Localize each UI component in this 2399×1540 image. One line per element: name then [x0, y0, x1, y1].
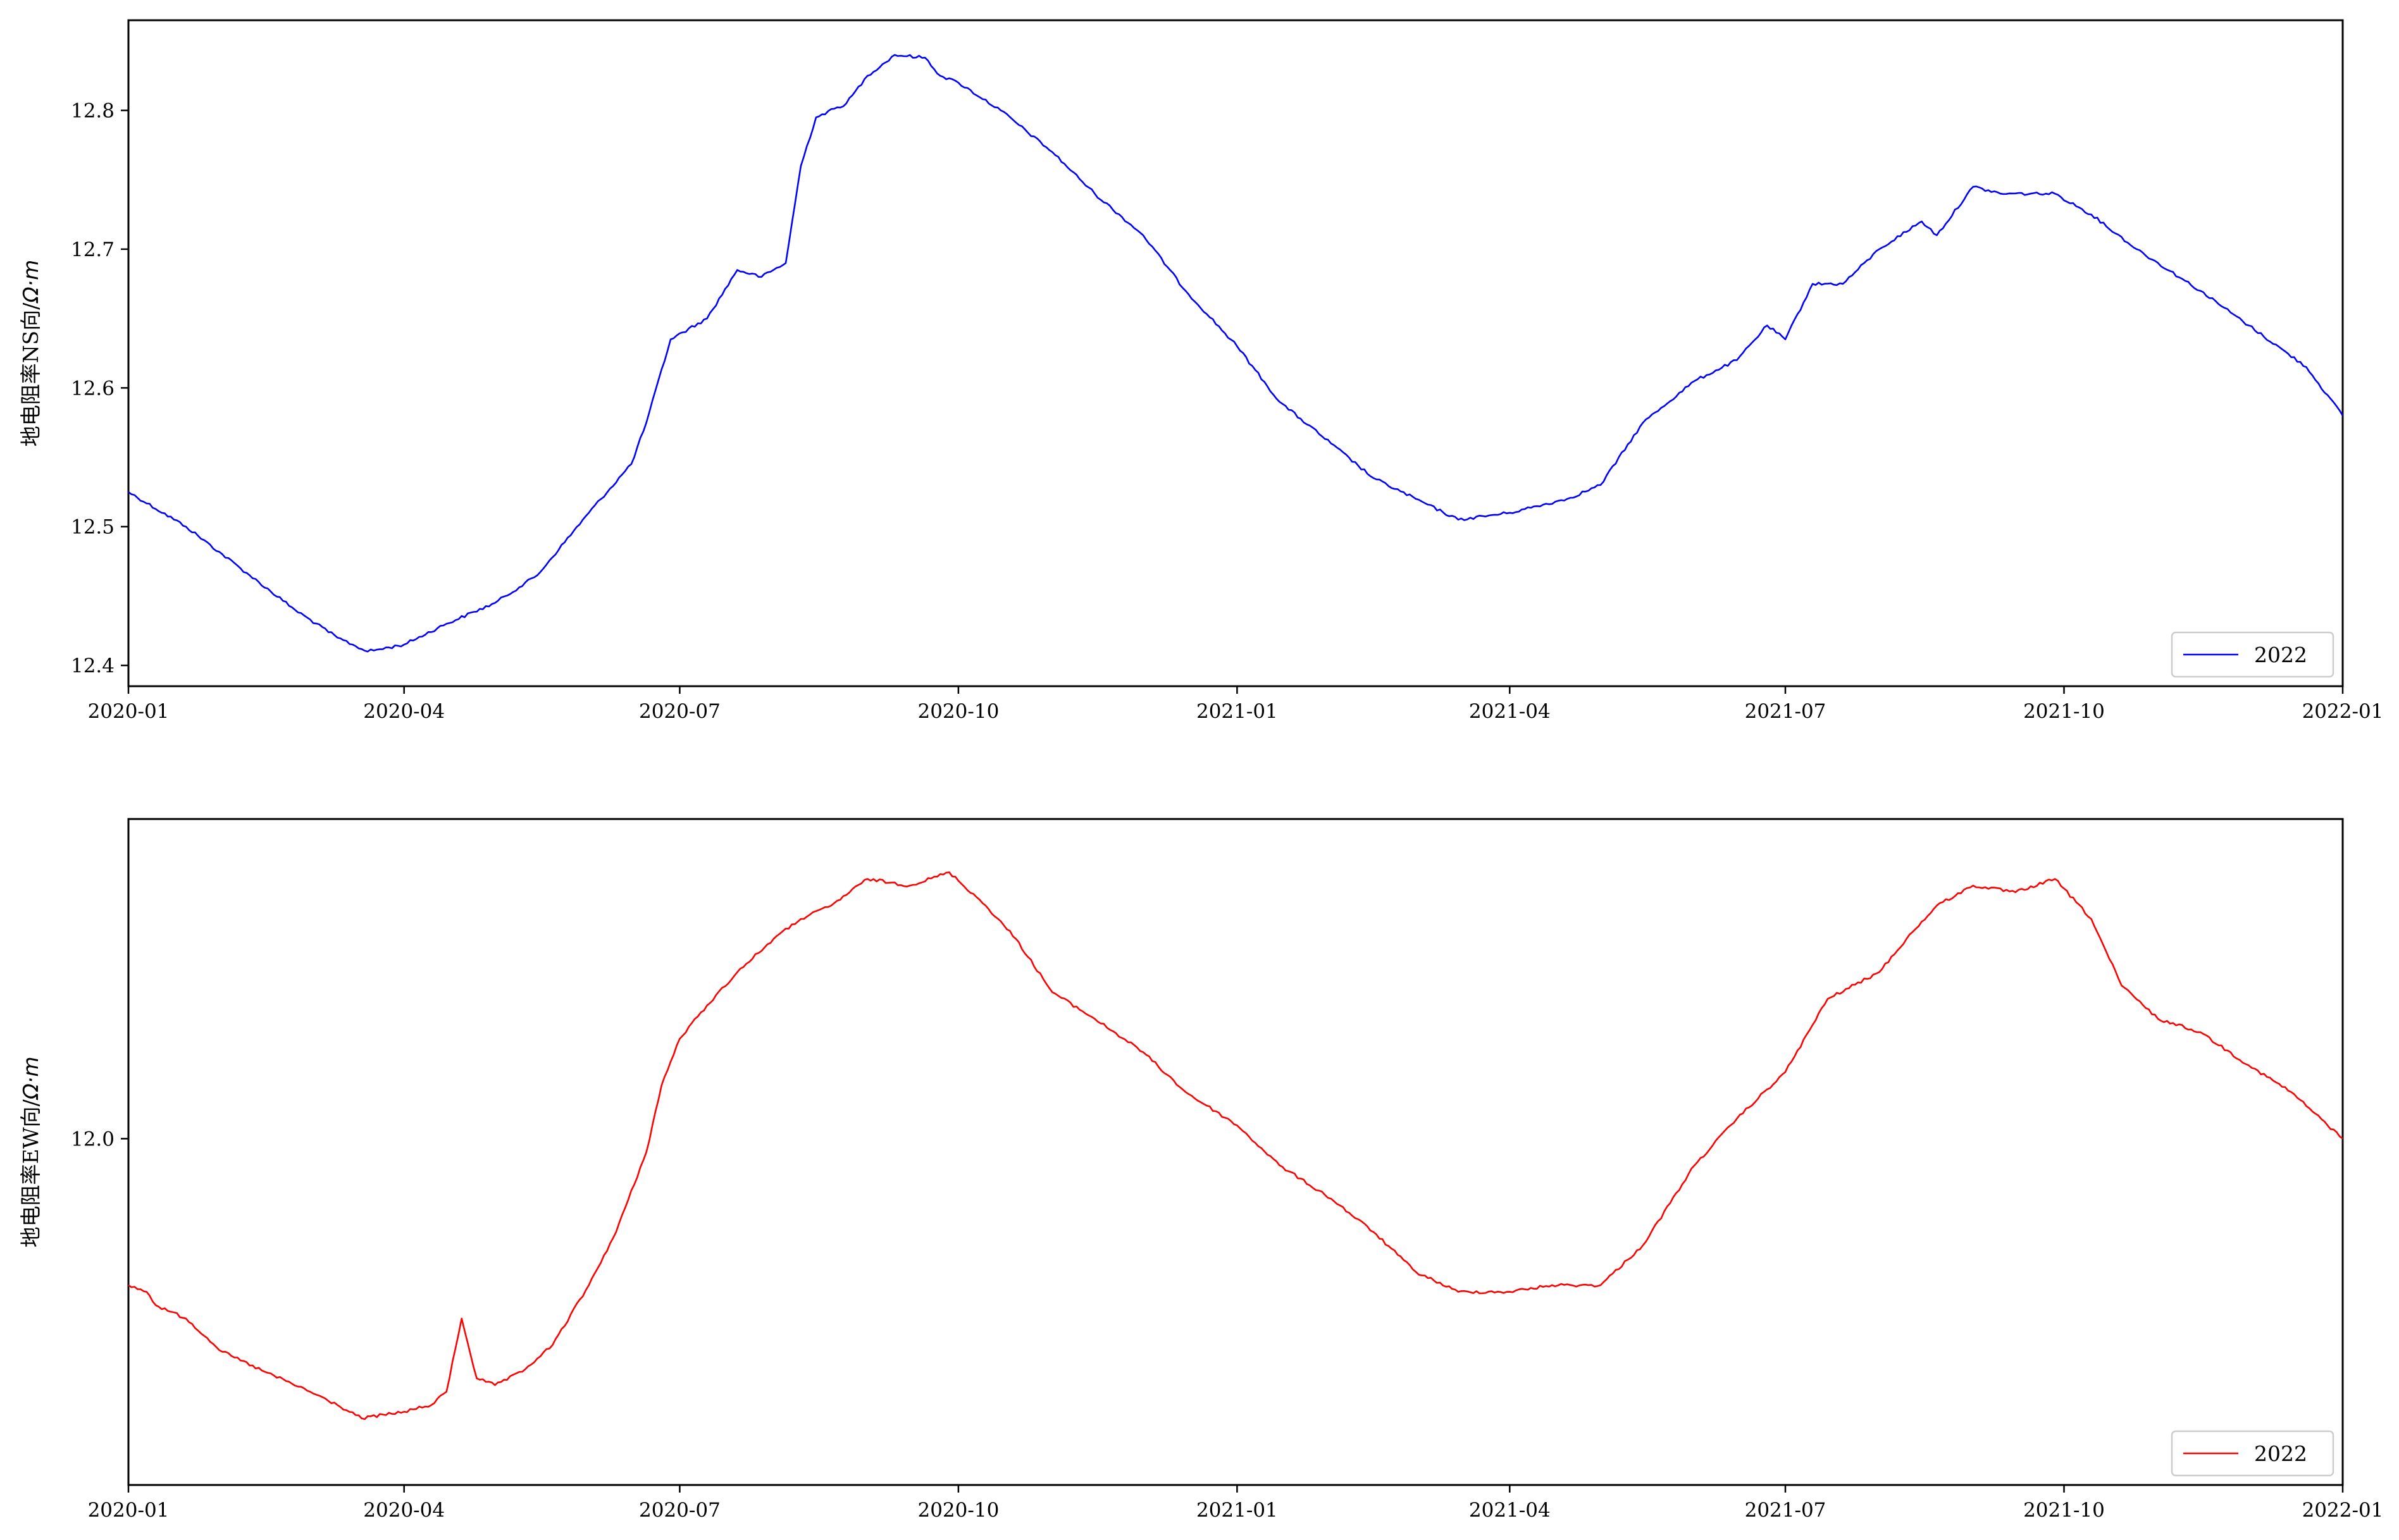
- x-tick-label-ew: 2021-04: [1469, 1499, 1551, 1522]
- series-line-ew: [128, 871, 2343, 1420]
- plot-frame-ew: [127, 818, 2344, 1486]
- x-tick-label-ns: 2021-04: [1469, 700, 1551, 723]
- x-tick-label-ns: 2020-10: [917, 700, 999, 723]
- y-axis-ticks-ns: 12.4 12.5 12.6 12.7 12.8: [71, 100, 128, 677]
- x-tick-label-ew: 2020-01: [88, 1499, 170, 1522]
- x-tick-label-ew: 2021-01: [1196, 1499, 1278, 1522]
- y-tick-label-ns: 12.7: [71, 238, 115, 261]
- x-tick-label-ns: 2021-07: [1745, 700, 1826, 723]
- y-tick-label-ew: 12.0: [71, 1128, 115, 1150]
- y-axis-label-text-ew: 地电阻率EW向/: [18, 1099, 43, 1247]
- x-tick-label-ew: 2021-10: [2023, 1499, 2105, 1522]
- x-tick-label-ew: 2020-10: [917, 1499, 999, 1522]
- series-line-ns: [128, 54, 2344, 653]
- x-tick-label-ew: 2020-04: [363, 1499, 445, 1522]
- x-tick-label-ew: 2020-07: [639, 1499, 721, 1522]
- y-axis-label-ns: 地电阻率NS向/Ω·m: [18, 260, 43, 447]
- y-axis-ticks-ew: 12.0: [71, 1128, 128, 1150]
- x-tick-label-ns: 2021-10: [2023, 700, 2105, 723]
- x-axis-ticks-ns: 2020-01 2020-04 2020-07 2020-10 2021-01 2021-…: [88, 686, 2384, 723]
- plot-frame-ns: [127, 19, 2344, 687]
- legend-label-ew: 2022: [2254, 1441, 2307, 1466]
- y-axis-label-text-ns: 地电阻率NS向/: [18, 302, 43, 447]
- y-tick-label-ns: 12.8: [71, 100, 115, 123]
- x-tick-label-ns: 2020-04: [363, 700, 445, 723]
- x-tick-label-ns: 2020-07: [639, 700, 721, 723]
- legend-box-ns: [2171, 631, 2334, 678]
- x-axis-ticks-ew: 2020-01 2020-04 2020-07 2020-10 2021-01 2021-…: [88, 1485, 2384, 1522]
- y-axis-label-ew: 地电阻率EW向/Ω·m: [18, 1057, 43, 1248]
- legend-label-ns: 2022: [2254, 643, 2307, 667]
- ew-resistivity-panel: 2020-01 2020-04 2020-07 2020-10 2021-01 2021-…: [18, 818, 2384, 1522]
- y-tick-label-ns: 12.4: [71, 655, 115, 677]
- legend-ew: 2022: [2171, 1430, 2334, 1477]
- legend-ns: 2022: [2171, 631, 2334, 678]
- x-tick-label-ew: 2021-07: [1745, 1499, 1826, 1522]
- y-tick-label-ns: 12.5: [71, 516, 115, 539]
- ns-resistivity-panel: 2020-01 2020-04 2020-07 2020-10 2021-01 2021-…: [18, 19, 2384, 723]
- y-tick-label-ns: 12.6: [71, 377, 115, 400]
- y-axis-label-unit-ew: Ω·m: [18, 1057, 43, 1101]
- y-axis-label-unit-ns: Ω·m: [18, 260, 43, 304]
- x-tick-label-ns: 2022-01: [2302, 700, 2384, 723]
- x-tick-label-ns: 2021-01: [1196, 700, 1278, 723]
- legend-box-ew: [2171, 1430, 2334, 1477]
- x-tick-label-ns: 2020-01: [88, 700, 170, 723]
- x-tick-label-ew: 2022-01: [2302, 1499, 2384, 1522]
